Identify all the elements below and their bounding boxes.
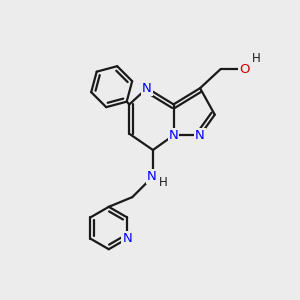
Text: N: N xyxy=(147,170,156,183)
Text: N: N xyxy=(122,232,132,245)
Text: N: N xyxy=(142,82,152,95)
Text: N: N xyxy=(195,129,205,142)
Text: N: N xyxy=(169,129,178,142)
Text: H: H xyxy=(159,176,168,189)
Text: O: O xyxy=(239,62,250,76)
Text: H: H xyxy=(252,52,260,65)
